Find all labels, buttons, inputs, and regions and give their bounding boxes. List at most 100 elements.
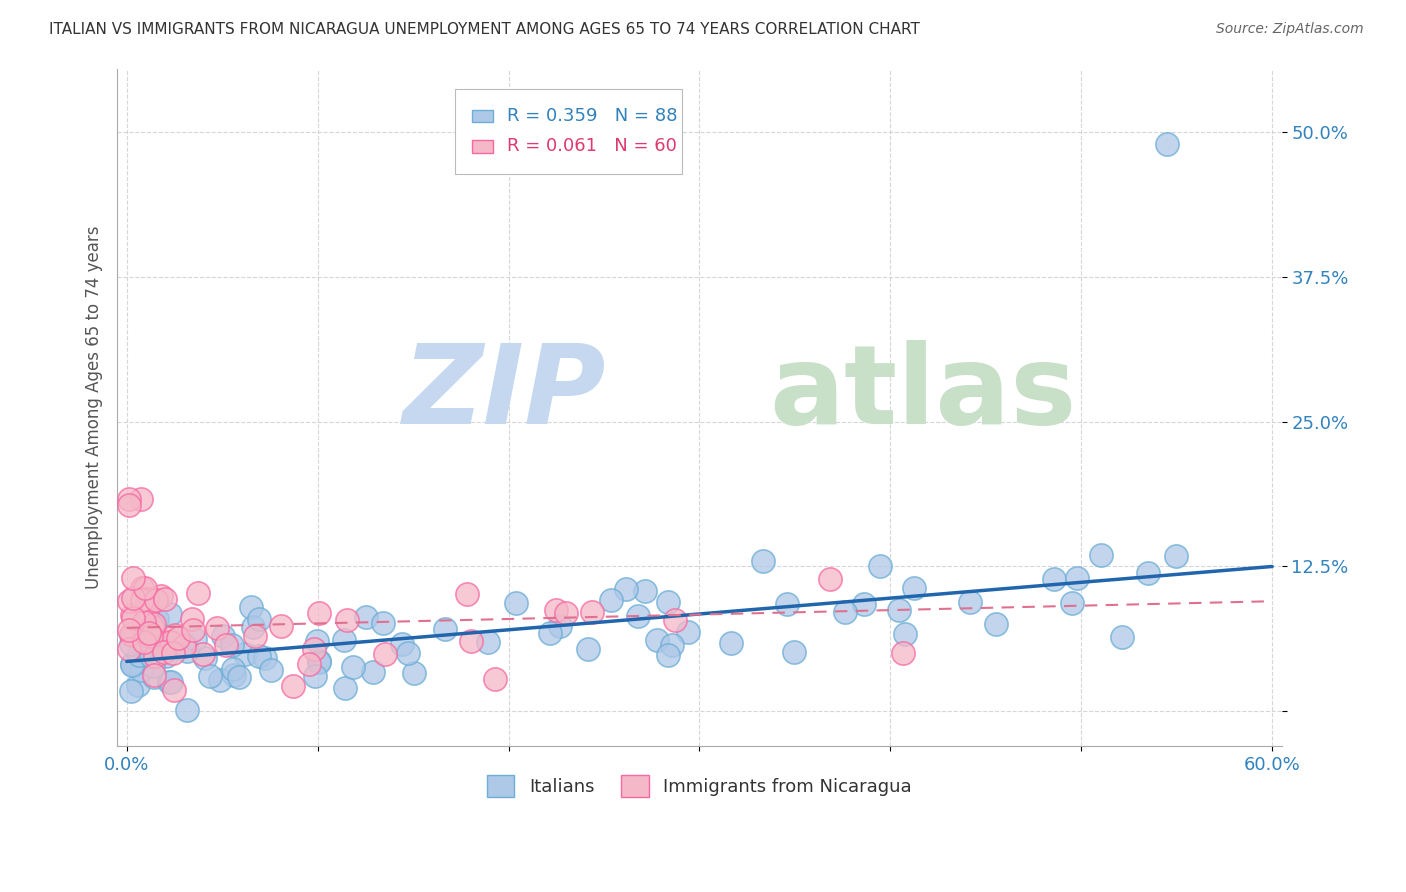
Point — [117, 594, 139, 608]
Text: Source: ZipAtlas.com: Source: ZipAtlas.com — [1216, 22, 1364, 37]
Point — [548, 619, 571, 633]
Point — [118, 492, 141, 507]
Point — [183, 632, 205, 646]
Point — [396, 646, 419, 660]
Point — [139, 649, 162, 664]
Point — [260, 663, 283, 677]
Point — [371, 616, 394, 631]
Point — [477, 634, 499, 648]
Point — [120, 627, 142, 641]
Point — [336, 613, 359, 627]
Point — [132, 634, 155, 648]
Point — [135, 602, 157, 616]
Point — [894, 626, 917, 640]
Text: ZIP: ZIP — [402, 340, 606, 447]
Point — [834, 605, 856, 619]
Point — [132, 632, 155, 647]
Point — [127, 678, 149, 692]
Point — [153, 644, 176, 658]
Point — [198, 669, 221, 683]
Point — [984, 616, 1007, 631]
Point — [308, 655, 330, 669]
Point — [118, 498, 141, 512]
Point — [818, 572, 841, 586]
Point — [165, 628, 187, 642]
Text: atlas: atlas — [769, 340, 1077, 447]
Point — [1043, 572, 1066, 586]
Point — [233, 647, 256, 661]
Point — [159, 607, 181, 621]
Point — [1090, 548, 1112, 562]
Point — [159, 635, 181, 649]
Point — [304, 669, 326, 683]
Point — [131, 581, 153, 595]
Point — [120, 628, 142, 642]
Point — [959, 595, 981, 609]
Point — [122, 610, 145, 624]
Point — [627, 609, 650, 624]
Point — [146, 612, 169, 626]
Point — [645, 633, 668, 648]
Point — [254, 651, 277, 665]
Point — [852, 597, 875, 611]
Point — [333, 681, 356, 695]
Point — [776, 597, 799, 611]
Point — [581, 606, 603, 620]
Point — [117, 641, 139, 656]
Point — [128, 648, 150, 662]
Point — [181, 612, 204, 626]
Text: R = 0.061   N = 60: R = 0.061 N = 60 — [508, 137, 678, 155]
Point — [134, 581, 156, 595]
Point — [150, 640, 173, 655]
Point — [676, 625, 699, 640]
Point — [160, 675, 183, 690]
Point — [162, 646, 184, 660]
Point — [243, 629, 266, 643]
Point — [129, 492, 152, 507]
Point — [891, 646, 914, 660]
Point — [142, 670, 165, 684]
Point — [308, 607, 330, 621]
Point — [634, 584, 657, 599]
Point — [155, 648, 177, 663]
Point — [122, 657, 145, 671]
Point — [434, 622, 457, 636]
Point — [228, 670, 250, 684]
Point — [538, 625, 561, 640]
Point — [460, 633, 482, 648]
Point — [281, 679, 304, 693]
Point — [131, 592, 153, 607]
Point — [887, 603, 910, 617]
Point — [166, 631, 188, 645]
Point — [657, 595, 679, 609]
Point — [187, 586, 209, 600]
Point — [270, 618, 292, 632]
Point — [298, 657, 321, 671]
Point — [143, 617, 166, 632]
Point — [145, 592, 167, 607]
Point — [215, 639, 238, 653]
Point — [173, 639, 195, 653]
Point — [222, 668, 245, 682]
Point — [308, 654, 330, 668]
Point — [135, 591, 157, 606]
Point — [176, 703, 198, 717]
Point — [120, 684, 142, 698]
Point — [131, 663, 153, 677]
Point — [1066, 571, 1088, 585]
Point — [134, 615, 156, 629]
Point — [222, 662, 245, 676]
Point — [176, 644, 198, 658]
FancyBboxPatch shape — [456, 89, 682, 174]
Point — [157, 675, 180, 690]
Point — [505, 596, 527, 610]
Point — [139, 629, 162, 643]
Point — [122, 628, 145, 642]
Point — [149, 590, 172, 604]
Point — [720, 636, 742, 650]
Point — [332, 632, 354, 647]
Point — [247, 649, 270, 664]
Point — [138, 626, 160, 640]
Point — [342, 660, 364, 674]
Point — [162, 635, 184, 649]
